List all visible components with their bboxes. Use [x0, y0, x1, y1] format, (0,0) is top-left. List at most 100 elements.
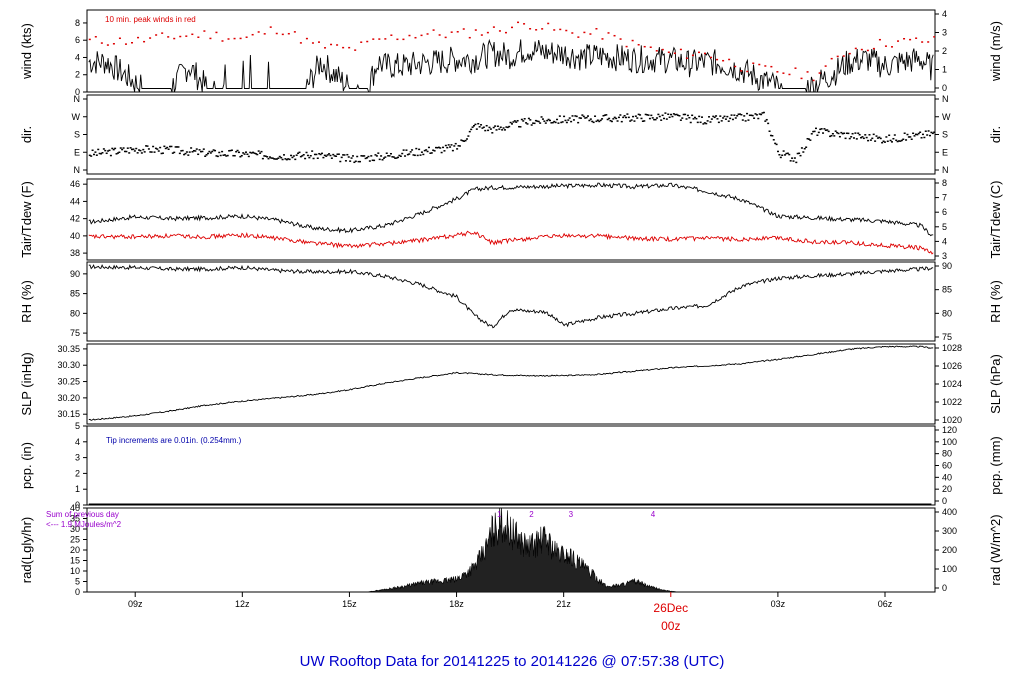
dir-point — [214, 149, 217, 152]
wind-peak-point — [547, 22, 550, 25]
dir-point — [463, 140, 466, 142]
wind-peak-point — [305, 37, 308, 40]
dir-point — [225, 155, 228, 157]
dir-point — [670, 113, 673, 116]
wind-peak-point — [233, 37, 236, 40]
wind-peak-point — [559, 28, 562, 31]
dir-point — [827, 130, 830, 133]
dir-point — [764, 120, 767, 122]
dir-point — [429, 152, 432, 154]
dir-point — [290, 154, 293, 157]
dir-point — [494, 125, 497, 127]
dir-point — [501, 129, 504, 131]
wind-peak-point — [529, 28, 532, 30]
dir-point — [890, 141, 893, 143]
dir-point — [691, 114, 694, 117]
dir-point — [275, 158, 278, 160]
dir-point — [594, 115, 597, 117]
wind-peak-point — [118, 37, 121, 40]
dir-point — [337, 153, 340, 155]
dir-point — [845, 132, 848, 134]
pcp-right-tick-label: 20 — [942, 484, 952, 494]
dir-right-tick-label: W — [942, 112, 951, 122]
dir-point — [132, 148, 135, 150]
dir-point — [280, 156, 283, 159]
dir-point — [394, 157, 397, 159]
dir-point — [857, 132, 860, 134]
dir-point — [895, 139, 898, 142]
dir-point — [465, 138, 468, 140]
dir-point — [855, 138, 858, 140]
dir-point — [727, 120, 730, 122]
dir-point — [536, 120, 539, 122]
dir-point — [149, 151, 152, 153]
dir-point — [903, 132, 906, 134]
wind-peak-point — [124, 43, 127, 45]
dir-point — [914, 133, 917, 136]
dir-point — [907, 136, 910, 138]
dir-point — [344, 160, 347, 162]
dir-point — [796, 152, 799, 155]
dir-point — [90, 155, 93, 157]
dir-right-tick-label: E — [942, 147, 948, 157]
dir-point — [164, 147, 167, 150]
dir-point — [260, 150, 263, 153]
rad-left-tick-label: 25 — [70, 535, 80, 545]
wind-peak-point — [106, 44, 109, 46]
dir-point — [762, 111, 765, 114]
dir-point — [311, 150, 314, 152]
dir-point — [297, 152, 300, 155]
dir-point — [823, 128, 826, 130]
dir-point — [724, 118, 727, 120]
wind-peak-point — [824, 65, 827, 67]
wind-peak-point — [595, 28, 598, 30]
dir-point — [879, 137, 882, 140]
dir-point — [636, 117, 639, 119]
dir-point — [702, 123, 705, 125]
wind-peak-point — [324, 47, 327, 49]
dir-point — [229, 149, 232, 152]
dir-point — [778, 154, 781, 156]
dir-point — [841, 132, 844, 135]
dir-point — [582, 115, 585, 118]
dir-point — [281, 158, 284, 161]
dir-point — [298, 151, 301, 154]
dir-point — [557, 122, 560, 124]
dir-point — [875, 135, 878, 137]
dir-point — [833, 135, 836, 137]
wind-peak-point — [221, 40, 224, 42]
dir-point — [886, 140, 889, 143]
x-tick-label: 12z — [235, 599, 250, 609]
dir-point — [650, 114, 653, 117]
dir-point — [430, 152, 433, 154]
dir-point — [792, 160, 795, 162]
wind-peak-point — [722, 59, 725, 62]
dir-point — [516, 119, 519, 122]
slp-left-tick-label: 30.25 — [57, 377, 80, 387]
dir-point — [375, 155, 378, 157]
dir-point — [458, 145, 461, 147]
dir-point — [657, 113, 660, 116]
dir-point — [567, 119, 570, 121]
wind-left-tick-label: 4 — [75, 52, 80, 62]
rad-marker: 2 — [529, 510, 534, 519]
dir-point — [316, 157, 319, 159]
dir-right-tick-label: N — [942, 94, 949, 104]
dir-point — [488, 126, 491, 129]
rh-right-label: RH (%) — [988, 280, 1003, 323]
wind-peak-point — [179, 35, 182, 38]
dir-point — [384, 156, 387, 158]
wind-annotation: 10 min. peak winds in red — [105, 15, 196, 24]
dir-point — [339, 160, 342, 163]
dir-point — [239, 155, 242, 158]
wind-peak-point — [492, 26, 495, 28]
wind-peak-point — [112, 43, 115, 45]
rh-left-tick-label: 75 — [70, 328, 80, 338]
slp-right-tick-label: 1026 — [942, 361, 962, 371]
wind-peak-point — [860, 48, 863, 51]
dir-point — [596, 119, 599, 122]
dir-point — [373, 159, 376, 162]
dir-point — [533, 122, 536, 125]
dir-point — [525, 122, 528, 124]
